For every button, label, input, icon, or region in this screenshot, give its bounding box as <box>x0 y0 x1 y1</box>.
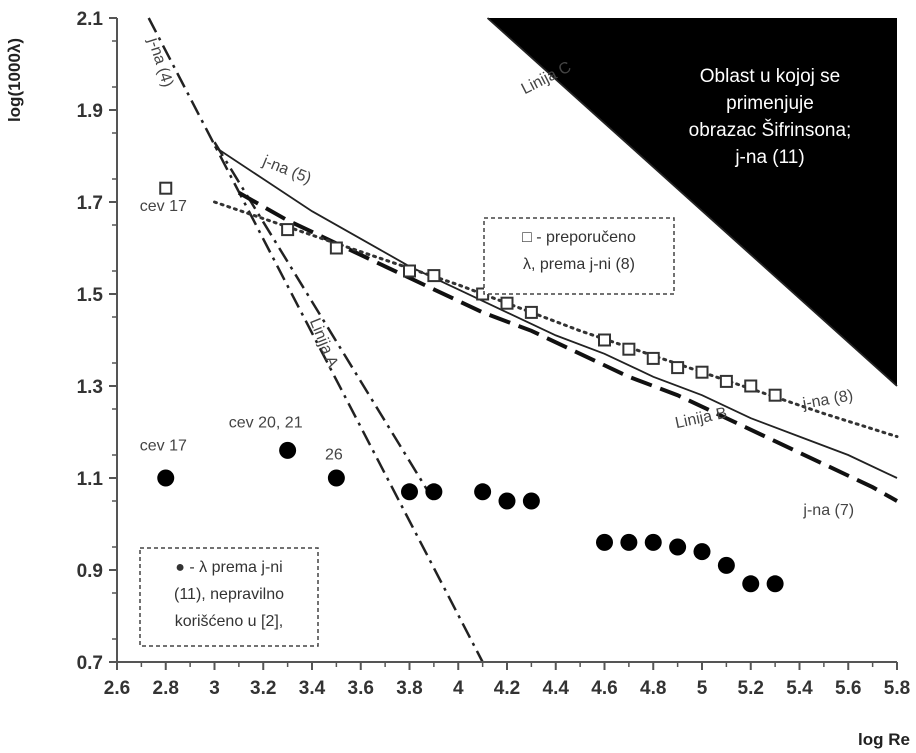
square-point <box>403 264 416 278</box>
square-point <box>159 181 173 195</box>
circle-point <box>474 483 492 501</box>
circle-point <box>644 533 662 551</box>
circle-point <box>401 483 418 501</box>
x-tick-label: 2.6 <box>104 678 130 699</box>
square-point <box>598 333 611 347</box>
x-tick-label: 3.6 <box>348 678 374 699</box>
square-point <box>719 374 733 388</box>
square-point <box>622 342 636 356</box>
y-axis-title: log(1000λ) <box>5 38 24 122</box>
y-tick-label: 1.3 <box>77 377 103 398</box>
square-point <box>500 296 514 310</box>
circle-point <box>327 469 345 487</box>
x-tick-label: 3 <box>209 678 220 699</box>
legend-text-line: korišćeno u [2], <box>175 613 284 630</box>
x-tick-label: 4 <box>453 678 464 699</box>
square-point <box>695 365 709 379</box>
circle-point <box>766 575 784 593</box>
x-tick-label: 3.2 <box>250 678 276 699</box>
y-tick-label: 1.9 <box>77 101 103 122</box>
circle-point <box>157 469 175 487</box>
region-label: Oblast u kojoj se primenjuje obrazac Šifri… <box>689 66 852 168</box>
x-tick-label: 5.8 <box>884 678 910 699</box>
annotation-jna7: j-na (7) <box>802 502 854 519</box>
square-point <box>329 241 343 255</box>
circle-point <box>425 483 443 501</box>
x-tick-label: 4.2 <box>494 678 520 699</box>
x-tick-label: 4.8 <box>640 678 666 699</box>
circle-point <box>717 556 735 574</box>
x-tick-label: 3.4 <box>299 678 326 699</box>
line-linija-a <box>213 141 435 502</box>
region-label-line: primenjuje <box>726 93 814 114</box>
annotation-jna8: j-na (8) <box>801 387 855 413</box>
y-tick-label: 1.7 <box>77 193 103 214</box>
annotation-cev17_a: cev 17 <box>140 198 187 215</box>
square-point <box>281 223 295 237</box>
y-tick-label: 0.7 <box>77 653 103 674</box>
square-point <box>768 388 782 402</box>
line-j-na-7 <box>237 191 898 503</box>
y-tick-label: 1.1 <box>77 469 104 490</box>
line-j-na-5 <box>214 146 898 479</box>
legend-box-box_sq <box>483 217 675 295</box>
legend-box-box_ci <box>139 547 319 647</box>
legend-text-line: ● - λ prema j-ni <box>175 559 282 576</box>
x-tick-label: 5 <box>697 678 708 699</box>
annotation-jna4: j-na (4) <box>144 35 176 89</box>
x-tick-label: 2.8 <box>153 678 179 699</box>
square-point <box>524 305 538 319</box>
x-tick-label: 5.6 <box>835 678 861 699</box>
x-tick-label: 3.8 <box>396 678 422 699</box>
annotation-cev17_b: cev 17 <box>140 437 187 454</box>
y-tick-label: 2.1 <box>77 9 104 30</box>
circle-point <box>669 538 687 556</box>
region-label-line: Oblast u kojoj se <box>700 66 840 87</box>
line-j-na-4 <box>147 17 484 663</box>
x-axis-title: log Re <box>858 730 910 749</box>
circle-point <box>620 533 638 551</box>
legend-text-line: λ, prema j-ni (8) <box>523 256 635 273</box>
circle-point <box>693 543 711 561</box>
legend-text-box_sq: □ - preporučeno λ, prema j-ni (8) <box>522 229 636 273</box>
y-tick-label: 0.9 <box>77 561 103 582</box>
x-tick-label: 5.4 <box>786 678 813 699</box>
region-label-line: obrazac Šifrinsona; <box>689 119 852 141</box>
line-linija-c <box>486 17 898 387</box>
y-tick-label: 1.5 <box>77 285 104 306</box>
annotation-linijaB: Linija B <box>674 405 729 433</box>
x-tick-label: 5.2 <box>738 678 764 699</box>
square-point <box>744 379 758 393</box>
circle-point <box>742 575 760 593</box>
square-point <box>646 351 660 365</box>
circle-point <box>596 533 613 551</box>
square-point <box>671 361 685 375</box>
annotation-p26: 26 <box>325 447 343 464</box>
circle-point <box>498 492 516 510</box>
legend-text-line: (11), nepravilno <box>174 586 284 603</box>
square-point <box>427 269 441 283</box>
x-tick-label: 4.4 <box>543 678 570 699</box>
legend-text-line: □ - preporučeno <box>522 229 636 246</box>
legend-text-box_ci: ● - λ prema j-ni (11), nepravilno korišćen… <box>174 559 284 630</box>
region-label-line: j-na (11) <box>734 147 804 168</box>
x-tick-label: 4.6 <box>591 678 617 699</box>
annotation-linijaA: Linija A <box>306 316 341 371</box>
circle-point <box>522 492 540 510</box>
annotation-cev2021: cev 20, 21 <box>229 414 303 431</box>
circle-point <box>279 441 297 459</box>
